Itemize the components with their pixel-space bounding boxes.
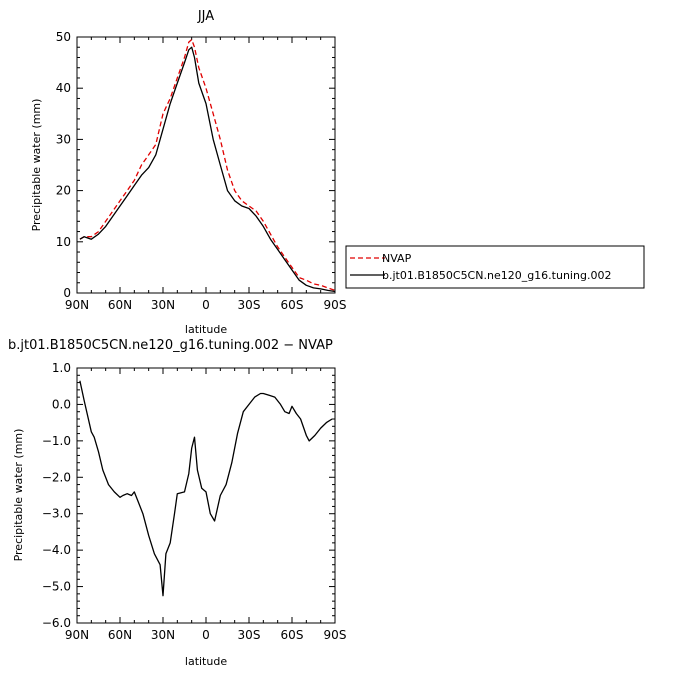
top-series-lines bbox=[79, 38, 336, 293]
top-title: JJA bbox=[197, 9, 214, 24]
legend: NVAP b.jt01.B1850C5CN.ne120_g16.tuning.0… bbox=[345, 245, 645, 289]
bottom-y-ticks: −6.0 −5.0 −4.0 −3.0 −2.0 −1.0 0.0 1.0 bbox=[42, 361, 335, 630]
bottom-x-axis-label: latitude bbox=[185, 655, 227, 668]
legend-box bbox=[345, 245, 645, 289]
top-series-line-nvap bbox=[79, 38, 336, 292]
bottom-x-tick-label: 90N bbox=[65, 628, 89, 642]
top-y-tick-label: 10 bbox=[56, 235, 71, 249]
bottom-y-tick-label: −4.0 bbox=[42, 543, 71, 557]
top-x-tick-label: 30N bbox=[151, 298, 175, 312]
top-x-tick-label: 90N bbox=[65, 298, 89, 312]
bottom-x-tick-label: 0 bbox=[202, 628, 210, 642]
bottom-x-tick-label: 60S bbox=[281, 628, 304, 642]
bottom-y-tick-label: 0.0 bbox=[52, 397, 71, 411]
legend-model-label: b.jt01.B1850C5CN.ne120_g16.tuning.002 bbox=[382, 269, 611, 282]
top-y-tick-label: 50 bbox=[56, 30, 71, 44]
bottom-y-tick-label: −3.0 bbox=[42, 507, 71, 521]
bottom-series-lines bbox=[79, 380, 333, 597]
top-x-tick-label: 0 bbox=[202, 298, 210, 312]
top-y-tick-label: 20 bbox=[56, 184, 71, 198]
top-x-tick-label: 90S bbox=[324, 298, 347, 312]
bottom-y-axis-label: Precipitable water (mm) bbox=[12, 429, 25, 562]
bottom-y-tick-label: −2.0 bbox=[42, 470, 71, 484]
bottom-panel: b.jt01.B1850C5CN.ne120_g16.tuning.002 − … bbox=[8, 338, 346, 668]
bottom-series-line-1 bbox=[79, 380, 333, 597]
top-x-tick-label: 60S bbox=[281, 298, 304, 312]
bottom-y-tick-label: 1.0 bbox=[52, 361, 71, 375]
top-x-tick-label: 60N bbox=[108, 298, 132, 312]
bottom-plot-frame bbox=[76, 367, 336, 624]
top-y-tick-label: 0 bbox=[63, 286, 71, 300]
bottom-x-tick-label: 90S bbox=[324, 628, 347, 642]
bottom-x-ticks: 90N 60N 30N 0 30S 60S 90S bbox=[65, 368, 347, 642]
bottom-title: b.jt01.B1850C5CN.ne120_g16.tuning.002 − … bbox=[8, 338, 333, 353]
top-x-axis-label: latitude bbox=[185, 323, 227, 336]
top-y-tick-label: 40 bbox=[56, 81, 71, 95]
legend-nvap-label: NVAP bbox=[382, 252, 412, 265]
bottom-x-tick-label: 60N bbox=[108, 628, 132, 642]
bottom-x-tick-label: 30N bbox=[151, 628, 175, 642]
top-y-tick-label: 30 bbox=[56, 132, 71, 146]
top-x-ticks: 90N 60N 30N 0 30S 60S 90S bbox=[65, 37, 347, 312]
top-panel: JJA 0 10 20 30 40 50 90N 60N 30N 0 30S 60S 90S Prec… bbox=[30, 9, 645, 336]
top-plot-frame bbox=[76, 36, 336, 294]
top-x-tick-label: 30S bbox=[238, 298, 261, 312]
top-y-axis-label: Precipitable water (mm) bbox=[30, 99, 43, 232]
bottom-y-tick-label: −6.0 bbox=[42, 616, 71, 630]
bottom-x-tick-label: 30S bbox=[238, 628, 261, 642]
bottom-y-tick-label: −1.0 bbox=[42, 434, 71, 448]
bottom-y-tick-label: −5.0 bbox=[42, 580, 71, 594]
top-series-line-b-jt01-b1850c5cn-ne120-g16-tuning-002 bbox=[79, 46, 336, 293]
top-y-ticks: 0 10 20 30 40 50 bbox=[56, 30, 335, 300]
